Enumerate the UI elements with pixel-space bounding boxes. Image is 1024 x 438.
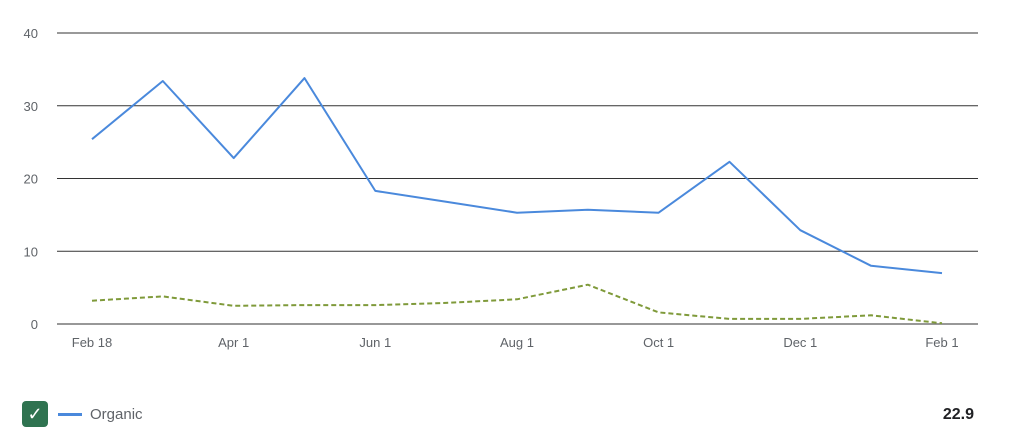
- x-tick-label: Apr 1: [218, 335, 249, 350]
- line-chart: 0 10 20 30 40 Feb 18 Apr 1 Jun 1 Aug 1 Oct 1 Dec 1…: [24, 26, 978, 350]
- x-tick-label: Dec 1: [783, 335, 817, 350]
- legend-label: Organic: [90, 405, 143, 423]
- series-line-secondary: [91, 283, 943, 325]
- series-checkbox[interactable]: ✓: [22, 401, 48, 427]
- x-tick-label: Jun 1: [359, 335, 391, 350]
- legend-swatch: [58, 412, 82, 416]
- series-line-organic: [91, 77, 943, 275]
- y-tick-label: 0: [31, 317, 38, 332]
- series-total: 22.9: [942, 406, 974, 423]
- legend: ✓ Organic: [22, 401, 143, 427]
- x-tick-label: Oct 1: [643, 335, 674, 350]
- x-tick-label: Aug 1: [500, 335, 534, 350]
- y-tick-label: 10: [24, 244, 38, 259]
- checkmark-icon: ✓: [27, 403, 43, 424]
- x-tick-label: Feb 1: [925, 335, 958, 350]
- y-tick-label: 30: [24, 99, 38, 114]
- y-tick-label: 40: [24, 26, 38, 41]
- y-tick-label: 20: [24, 172, 38, 187]
- x-tick-label: Feb 18: [72, 335, 112, 350]
